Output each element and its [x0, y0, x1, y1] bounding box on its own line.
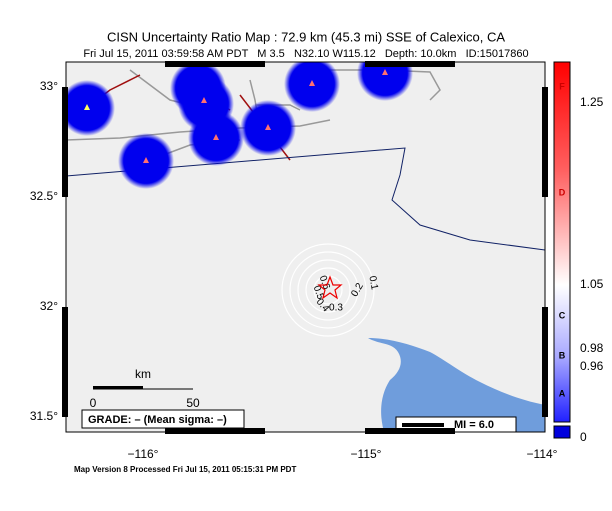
colorbar-label: 1.25: [580, 95, 604, 109]
colorbar-label: 1.05: [580, 277, 604, 291]
lat-label: 33°: [40, 79, 58, 93]
grade-letter: F: [559, 81, 565, 91]
grade-letter: B: [559, 350, 566, 360]
colorbar-label: 0.98: [580, 341, 604, 355]
grade-box: [81, 409, 245, 429]
epicenter: [317, 275, 343, 300]
grade: GRADE: – (Mean sigma: –): [88, 414, 227, 426]
lon-label: −116°: [128, 447, 159, 461]
water: [368, 338, 545, 432]
contour-label: 0.6: [317, 274, 332, 291]
title: CISN Uncertainty Ratio Map : 72.9 km (45…: [107, 29, 505, 44]
subtitle: Fri Jul 15, 2011 03:59:58 AM PDT M 3.5 N…: [83, 48, 528, 60]
contour-label: 0.3: [329, 303, 343, 314]
contour-label: 0.5: [311, 284, 326, 301]
mi-bar: [402, 423, 444, 427]
stations: [66, 62, 413, 189]
colorbar-label: 0: [580, 430, 587, 444]
grade-letter: A: [559, 388, 566, 398]
lon-label: −114°: [527, 447, 558, 461]
contour-label: 0.1: [366, 275, 379, 291]
land: [66, 62, 545, 432]
grade-letter: D: [559, 187, 566, 197]
lat-label: 32.5°: [30, 189, 58, 203]
border: [66, 147, 545, 251]
lat-label: 31.5°: [30, 409, 58, 423]
scale-end: 50: [186, 396, 200, 410]
scale-bar: [93, 386, 143, 389]
mi-label: MI = 6.0: [454, 419, 494, 431]
contours: [281, 243, 375, 337]
frame: [62, 61, 548, 434]
scale-unit: km: [135, 367, 151, 381]
scale-start: 0: [90, 396, 97, 410]
map: 0.6 0.5 0.4 0.3 0.2 0.1 km 0 50 GRADE: –…: [66, 62, 545, 432]
colorbar-label: 0.96: [580, 359, 604, 373]
colorbar: F D C B A 1.25 1.05 0.98 0.96 0: [553, 61, 604, 444]
lat-label: 32°: [40, 299, 58, 313]
grade-letter: C: [559, 310, 566, 320]
lon-label: −115°: [351, 447, 382, 461]
footer: Map Version 8 Processed Fri Jul 15, 2011…: [74, 465, 296, 474]
